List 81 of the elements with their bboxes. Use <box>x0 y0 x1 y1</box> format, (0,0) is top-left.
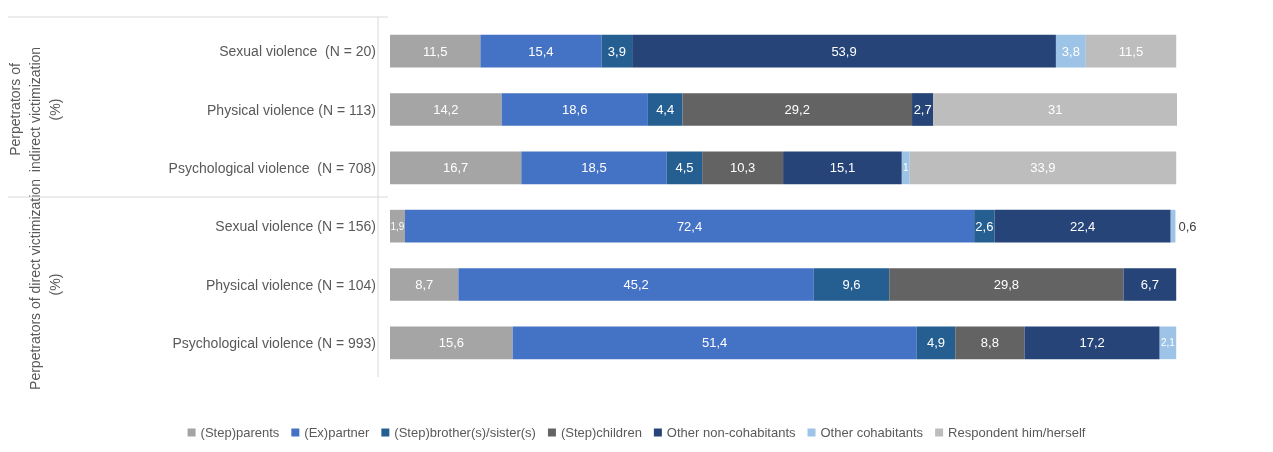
data-label: 51,4 <box>702 335 728 351</box>
bar <box>955 326 1025 360</box>
data-label: 18,5 <box>581 160 607 176</box>
data-label: 15,4 <box>528 43 554 59</box>
data-label: 4,4 <box>656 102 675 117</box>
data-label: 18,6 <box>562 102 588 117</box>
legend-label: (Ex)partner <box>304 425 371 440</box>
data-label: 14,2 <box>433 102 459 117</box>
bar <box>512 326 917 360</box>
y-tick-label: Sexual violence (N = 20) <box>219 43 376 60</box>
bar <box>909 151 1177 185</box>
legend-label: Other non-cohabitants <box>666 425 796 440</box>
bar <box>916 326 956 360</box>
bar <box>390 34 481 68</box>
legend-label: (Step)children <box>560 425 642 440</box>
legend-label: Respondent him/herself <box>948 425 1086 440</box>
data-label: 15,6 <box>438 335 464 351</box>
data-label: 53,9 <box>831 43 857 59</box>
data-label: 2,1 <box>1161 337 1176 349</box>
bar <box>501 93 648 126</box>
data-label: 11,5 <box>1118 43 1144 59</box>
bar <box>1123 268 1177 301</box>
data-label: 8,8 <box>980 335 999 351</box>
bar <box>458 268 814 301</box>
bar <box>813 268 890 301</box>
bar <box>390 326 513 360</box>
bar <box>390 209 405 243</box>
bar <box>390 151 522 185</box>
data-label: 16,7 <box>442 160 469 176</box>
legend-label: (Step)brother(s)/sister(s) <box>394 425 536 440</box>
bar <box>601 34 633 68</box>
data-label: 11,5 <box>423 43 448 59</box>
bar <box>1055 34 1086 68</box>
bar <box>994 209 1171 243</box>
legend-label: Other cohabitants <box>820 425 924 440</box>
data-label: 2,7 <box>913 102 932 117</box>
data-label: 45,2 <box>623 277 649 292</box>
bar <box>480 34 602 68</box>
y-tick-label: Psychological violence (N = 993) <box>172 334 376 351</box>
bar <box>632 34 1056 68</box>
bar <box>901 151 910 185</box>
data-label: 29,2 <box>784 102 810 117</box>
text: Perpetrators of indirect victimization (%) <box>7 46 63 173</box>
data-label: 6,7 <box>1140 277 1159 292</box>
y-tick-label: Psychological violence (N = 708) <box>168 159 376 176</box>
data-label: 72,4 <box>676 218 703 234</box>
data-label: 33,9 <box>1030 160 1056 176</box>
data-label: 4,9 <box>926 335 946 351</box>
bar <box>933 93 1177 126</box>
data-label: 31 <box>1047 102 1063 117</box>
data-label: 1 <box>902 162 909 174</box>
bar <box>390 93 502 126</box>
data-label: 8,7 <box>415 277 434 292</box>
data-label: 29,8 <box>993 277 1020 292</box>
data-label: 2,6 <box>975 218 994 234</box>
data-label: 1,9 <box>390 220 405 232</box>
bar <box>521 151 667 185</box>
bar <box>647 93 683 126</box>
data-label: 0,6 <box>1178 218 1197 234</box>
bar <box>974 209 995 243</box>
bar <box>682 93 913 126</box>
data-label: 17,2 <box>1079 335 1105 351</box>
data-label: 3,9 <box>607 43 626 59</box>
bar <box>1085 34 1177 68</box>
y-tick-label: Sexual violence (N = 156) <box>215 218 376 235</box>
bar <box>889 268 1124 301</box>
data-label: 4,5 <box>675 160 694 176</box>
legend-label: (Step)parents <box>200 425 280 440</box>
data-label: 9,6 <box>842 277 861 292</box>
bar <box>783 151 902 185</box>
bar <box>1024 326 1160 360</box>
y-tick-label: Physical violence (N = 113) <box>207 101 376 118</box>
data-label: 10,3 <box>729 160 756 176</box>
y-tick-label: Physical violence (N = 104) <box>205 276 376 293</box>
data-label: 22,4 <box>1070 218 1096 234</box>
bar <box>702 151 784 185</box>
text: Perpetrators of direct victimization (%) <box>27 179 63 390</box>
data-label: 15,1 <box>829 160 856 176</box>
bar <box>404 209 975 243</box>
data-label: 3,8 <box>1061 43 1080 59</box>
bar <box>390 268 459 301</box>
